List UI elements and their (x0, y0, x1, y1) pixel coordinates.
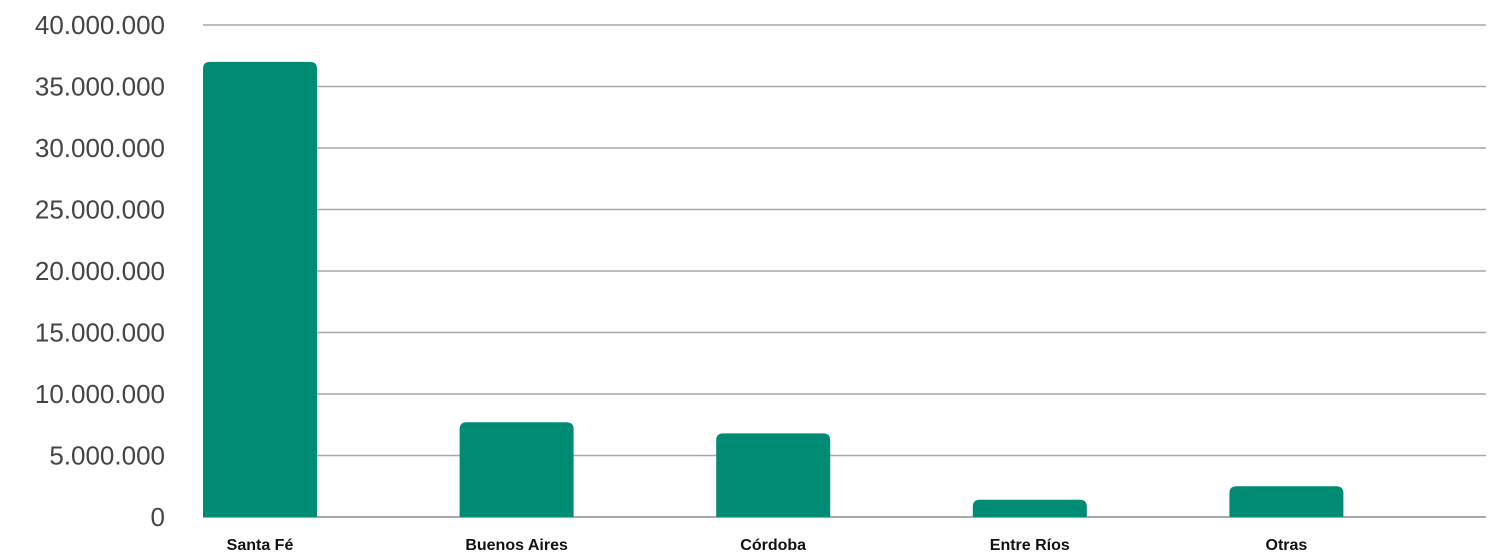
bar (1229, 486, 1344, 517)
y-tick-label: 10.000.000 (35, 379, 165, 409)
x-tick-label: Entre Ríos (990, 537, 1070, 554)
bar (203, 61, 317, 518)
y-tick-label: 0 (151, 502, 165, 532)
x-tick-label: Santa Fé (227, 537, 294, 554)
x-tick-label: Buenos Aires (465, 537, 568, 554)
y-tick-label: 15.000.000 (35, 318, 165, 348)
bar (459, 422, 574, 517)
bar (716, 433, 831, 517)
y-tick-label: 25.000.000 (35, 195, 165, 225)
y-tick-label: 20.000.000 (35, 256, 165, 286)
y-tick-label: 35.000.000 (35, 72, 165, 102)
y-tick-label: 5.000.000 (49, 441, 165, 471)
gridlines (203, 24, 1486, 518)
y-tick-label: 30.000.000 (35, 133, 165, 163)
bar (972, 499, 1087, 517)
x-tick-label: Otras (1266, 537, 1308, 554)
x-axis: Santa Fé Buenos Aires Córdoba Entre Ríos Otr… (227, 537, 1308, 554)
x-tick-label: Córdoba (740, 537, 806, 554)
bars (203, 61, 1344, 518)
y-tick-label: 40.000.000 (35, 10, 165, 40)
y-axis: 0 5.000.000 10.000.000 15.000.000 20.000.000… (35, 10, 165, 532)
